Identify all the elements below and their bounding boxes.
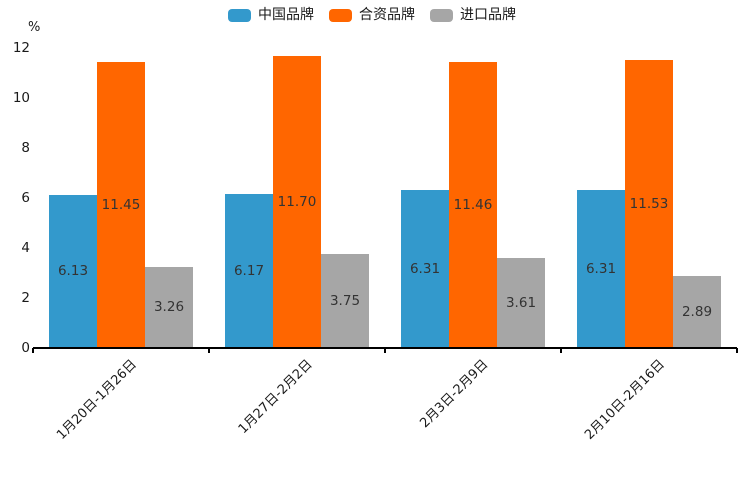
bar-value-label: 6.17 xyxy=(233,262,265,279)
x-axis-tick xyxy=(208,348,210,353)
legend-swatch-icon xyxy=(430,8,453,22)
x-category-label: 2月3日-2月9日 xyxy=(417,357,492,432)
bar-value-label: 3.75 xyxy=(329,293,361,310)
legend: 中国品牌 合资品牌 进口品牌 xyxy=(0,6,744,24)
bar: 6.31 xyxy=(577,190,625,348)
y-tick-label: 12 xyxy=(12,40,30,56)
y-tick-label: 10 xyxy=(12,90,30,106)
x-axis-tick xyxy=(384,348,386,353)
legend-item-label: 中国品牌 xyxy=(258,7,314,23)
bar: 6.13 xyxy=(49,194,97,348)
legend-item-2: 合资品牌 xyxy=(329,6,415,24)
x-axis-line xyxy=(33,347,737,349)
legend-item-3: 进口品牌 xyxy=(430,6,516,24)
x-category-label: 1月20日-1月26日 xyxy=(53,357,140,443)
legend-swatch-icon xyxy=(329,8,352,22)
bar-value-label: 11.53 xyxy=(629,195,669,212)
legend-item-1: 中国品牌 xyxy=(228,6,314,24)
bar-value-label: 6.31 xyxy=(409,261,441,278)
bar-value-label: 11.70 xyxy=(277,193,317,210)
bar: 3.26 xyxy=(145,266,193,348)
y-tick-label: 2 xyxy=(21,290,30,306)
bar-value-label: 6.13 xyxy=(57,263,89,280)
bar-value-label: 3.61 xyxy=(505,294,537,311)
x-axis-tick xyxy=(560,348,562,353)
x-category-label: 2月10日-2月16日 xyxy=(581,357,668,443)
bar: 11.46 xyxy=(449,61,497,348)
legend-item-label: 进口品牌 xyxy=(460,7,516,23)
x-axis-tick xyxy=(32,348,34,353)
x-axis-tick xyxy=(736,348,738,353)
y-axis-unit-label: % xyxy=(28,20,41,35)
y-tick-label: 8 xyxy=(21,140,30,156)
bar-value-label: 3.26 xyxy=(153,299,185,316)
bar: 2.89 xyxy=(673,275,721,348)
y-tick-label: 4 xyxy=(21,240,30,256)
bar: 11.45 xyxy=(97,61,145,348)
bar: 6.17 xyxy=(225,193,273,348)
bar: 3.75 xyxy=(321,254,369,348)
bar-value-label: 11.45 xyxy=(101,196,141,213)
y-tick-label: 6 xyxy=(21,190,30,206)
legend-swatch-icon xyxy=(228,8,251,22)
bar-value-label: 2.89 xyxy=(681,303,713,320)
x-category-label: 1月27日-2月2日 xyxy=(235,357,316,437)
bar: 3.61 xyxy=(497,257,545,348)
bar: 6.31 xyxy=(401,190,449,348)
bar-value-label: 6.31 xyxy=(585,261,617,278)
bar: 11.70 xyxy=(273,55,321,348)
bar: 11.53 xyxy=(625,59,673,348)
y-tick-label: 0 xyxy=(21,340,30,356)
bar-value-label: 11.46 xyxy=(453,196,493,213)
legend-item-label: 合资品牌 xyxy=(359,7,415,23)
